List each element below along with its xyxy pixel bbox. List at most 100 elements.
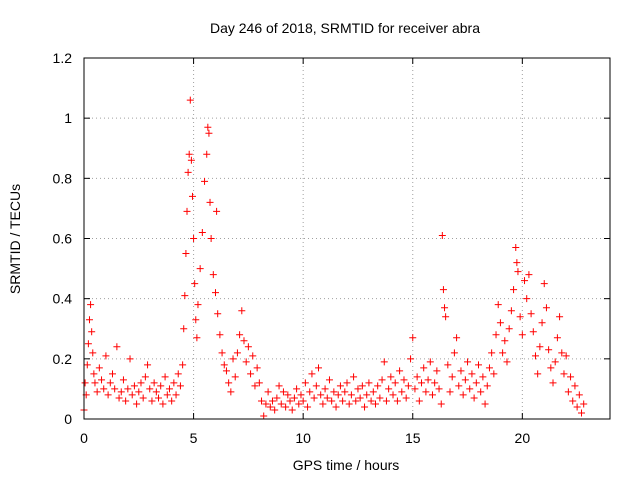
data-point: [128, 391, 136, 399]
data-point: [187, 156, 195, 164]
data-point: [244, 343, 252, 351]
data-point: [562, 352, 570, 360]
data-point: [468, 370, 476, 378]
data-point: [266, 403, 274, 411]
data-point: [503, 358, 511, 366]
data-point: [438, 231, 446, 239]
data-point: [538, 319, 546, 327]
data-point: [345, 400, 353, 408]
data-point: [227, 388, 235, 396]
x-tick-label: 5: [190, 430, 198, 446]
data-point: [510, 286, 518, 294]
data-point: [499, 349, 507, 357]
data-point: [98, 376, 106, 384]
data-point: [380, 358, 388, 366]
y-tick-label: 0.8: [53, 170, 73, 186]
data-point: [332, 403, 340, 411]
y-axis-label: SRMTID / TECUs: [7, 184, 23, 294]
data-point: [231, 373, 239, 381]
data-point: [531, 352, 539, 360]
y-tick-label: 0.2: [53, 351, 73, 367]
data-point: [446, 388, 454, 396]
data-point: [284, 391, 292, 399]
data-point: [461, 376, 469, 384]
data-point: [556, 313, 564, 321]
data-point: [255, 379, 263, 387]
data-point: [111, 385, 119, 393]
data-point: [133, 400, 141, 408]
data-point: [512, 244, 520, 252]
points-layer: [80, 96, 588, 420]
data-point: [404, 382, 412, 390]
data-point: [578, 409, 586, 417]
data-point: [301, 379, 309, 387]
data-point: [83, 361, 91, 369]
data-point: [475, 361, 482, 369]
data-point: [277, 400, 285, 408]
data-point: [317, 391, 325, 399]
data-point: [479, 373, 487, 381]
data-point: [225, 379, 233, 387]
data-point: [518, 331, 526, 339]
grid-layer: [84, 58, 610, 419]
data-point: [275, 382, 283, 390]
data-point: [253, 364, 261, 372]
data-point: [387, 373, 395, 381]
data-point: [501, 337, 509, 345]
data-point: [437, 400, 445, 408]
data-point: [152, 388, 160, 396]
data-point: [527, 310, 535, 318]
data-point: [470, 394, 478, 402]
data-point: [560, 370, 568, 378]
data-point: [402, 394, 410, 402]
data-point: [170, 379, 178, 387]
data-point: [336, 382, 344, 390]
data-point: [354, 385, 362, 393]
y-tick-label: 1.2: [53, 50, 73, 66]
data-point: [444, 361, 452, 369]
data-point: [119, 376, 127, 384]
data-point: [102, 352, 110, 360]
data-point: [126, 355, 134, 363]
data-point: [540, 280, 548, 288]
data-point: [374, 382, 382, 390]
data-point: [455, 382, 463, 390]
data-point: [413, 373, 421, 381]
data-point: [415, 397, 423, 405]
data-point: [174, 370, 182, 378]
data-point: [420, 364, 428, 372]
data-point: [525, 271, 533, 279]
data-point: [319, 400, 327, 408]
data-point: [108, 370, 116, 378]
data-point: [321, 385, 329, 393]
data-point: [352, 397, 360, 405]
data-point: [308, 370, 316, 378]
data-point: [201, 177, 209, 185]
data-point: [81, 379, 89, 387]
data-point: [288, 406, 296, 414]
data-point: [213, 207, 221, 215]
data-point: [122, 397, 130, 405]
data-point: [453, 334, 461, 342]
data-point: [411, 385, 419, 393]
data-point: [361, 403, 369, 411]
data-point: [382, 397, 390, 405]
data-point: [188, 192, 196, 200]
data-point: [262, 400, 270, 408]
data-point: [191, 280, 199, 288]
data-point: [571, 382, 579, 390]
data-point: [271, 406, 279, 414]
data-point: [238, 307, 246, 315]
data-point: [182, 250, 190, 258]
data-point: [334, 391, 342, 399]
data-point: [431, 379, 439, 387]
data-point: [389, 391, 397, 399]
data-point: [477, 388, 485, 396]
data-point: [148, 397, 156, 405]
data-point: [549, 379, 557, 387]
data-point: [514, 268, 522, 276]
x-tick-label: 20: [515, 430, 531, 446]
data-point: [488, 349, 496, 357]
x-tick-label: 10: [295, 430, 311, 446]
data-point: [513, 259, 521, 267]
